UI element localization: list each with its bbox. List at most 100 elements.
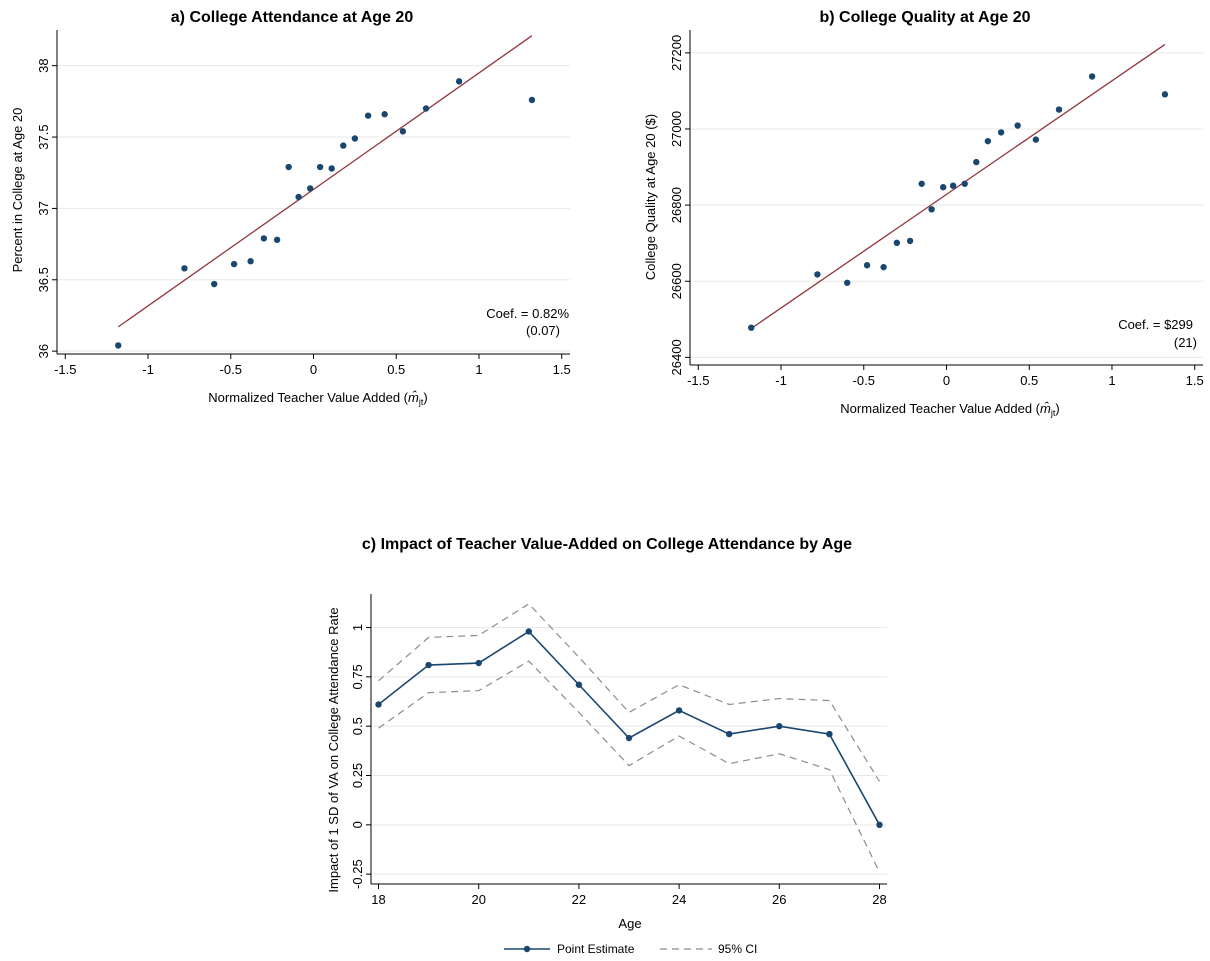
- panel-a-x-axis-label-text: Normalized Teacher Value Added (: [208, 390, 408, 405]
- fit-line: [117, 35, 533, 328]
- y-tick-label: 27000: [669, 111, 684, 147]
- panel-b-title: b) College Quality at Age 20: [819, 9, 1030, 26]
- scatter-point: [918, 180, 925, 187]
- y-tick-label: 38: [36, 58, 51, 72]
- legend-point-estimate-label: Point Estimate: [557, 942, 635, 956]
- y-tick-label: 36: [36, 344, 51, 358]
- legend-point-estimate-marker: [523, 945, 531, 953]
- y-tick-label: 26600: [669, 263, 684, 299]
- scatter-point: [381, 111, 388, 118]
- panel-b-x-axis-label-subscript: jt: [1050, 408, 1056, 418]
- panel-b-x-axis-label-symbol: m̂: [1040, 401, 1051, 416]
- panel-a-x-ticks: -1.5 -1 -0.5 0 0.5 1 1.5: [54, 354, 571, 377]
- scatter-point: [984, 137, 992, 145]
- x-tick-label: 22: [572, 892, 586, 907]
- panel-b-coefficient-label: Coef. = $299: [1118, 317, 1193, 332]
- scatter-point: [328, 165, 335, 172]
- x-tick-label: 0.5: [1020, 373, 1038, 388]
- scatter-point: [893, 239, 901, 247]
- panel-a-y-axis-label: Percent in College at Age 20: [10, 108, 25, 273]
- scatter-point: [181, 265, 188, 272]
- scatter-point: [260, 235, 268, 242]
- panel-b-x-axis-label: Normalized Teacher Value Added (m̂jt): [840, 401, 1059, 418]
- panel-b-x-axis-label-text: Normalized Teacher Value Added (: [840, 401, 1040, 416]
- scatter-point: [295, 193, 302, 201]
- panel-c: c) Impact of Teacher Value-Added on Coll…: [326, 536, 887, 956]
- point-estimate-marker: [425, 661, 432, 669]
- panel-c-series: [375, 603, 883, 873]
- panel-b-standard-error-label: (21): [1174, 335, 1197, 350]
- scatter-point: [340, 142, 347, 149]
- panel-b-x-axis-label-close: ): [1055, 401, 1059, 416]
- scatter-point: [928, 206, 935, 213]
- scatter-point: [906, 237, 914, 245]
- panel-c-axes: [370, 594, 887, 885]
- fit-line: [750, 43, 1166, 329]
- scatter-point: [1014, 122, 1021, 129]
- scatter-point: [273, 236, 281, 244]
- y-tick-label: 0.75: [350, 664, 365, 689]
- panel-c-x-ticks: 18 20 22 24 26 28: [371, 884, 887, 907]
- y-tick-label: 36.5: [36, 267, 51, 292]
- x-tick-label: 24: [672, 892, 686, 907]
- legend-point-estimate-key: [504, 945, 550, 953]
- panel-b-y-axis-label: College Quality at Age 20 ($): [643, 114, 658, 280]
- x-tick-label: 1: [475, 362, 482, 377]
- legend-ci-label: 95% CI: [718, 942, 757, 956]
- point-estimate-marker: [475, 659, 482, 667]
- x-tick-label: 20: [471, 892, 485, 907]
- point-estimate-marker: [525, 628, 533, 635]
- scatter-point: [399, 128, 407, 135]
- x-tick-label: 1.5: [1186, 373, 1204, 388]
- x-tick-label: -1.5: [54, 362, 76, 377]
- scatter-point: [863, 262, 871, 269]
- scatter-point: [306, 185, 314, 192]
- y-tick-label: 27200: [669, 35, 684, 71]
- x-tick-label: 0: [310, 362, 317, 377]
- panel-a-standard-error-label: (0.07): [526, 323, 560, 338]
- panel-a-x-axis-label-close: ): [423, 390, 427, 405]
- panel-b-y-ticks: 26400 26600 26800 27000 27200: [669, 35, 690, 375]
- scatter-point: [748, 324, 755, 331]
- panel-a-points: [115, 78, 536, 349]
- point-estimate-line: [378, 630, 881, 826]
- scatter-point: [211, 280, 218, 288]
- scatter-point: [880, 263, 887, 271]
- scatter-point: [844, 279, 851, 286]
- y-tick-label: 0: [350, 821, 365, 828]
- point-estimate-marker: [625, 734, 633, 742]
- x-tick-label: 0: [943, 373, 950, 388]
- panel-a-y-ticks: 36 36.5 37 37.5 38: [36, 58, 57, 358]
- scatter-point: [351, 135, 359, 142]
- point-estimate-marker: [826, 730, 833, 738]
- panel-c-legend: Point Estimate 95% CI: [504, 942, 757, 956]
- point-estimate-marker: [675, 707, 683, 714]
- scatter-point: [316, 163, 324, 171]
- y-tick-label: 26800: [669, 187, 684, 223]
- point-estimate-marker: [876, 821, 883, 829]
- panel-a-fit-line-group: [117, 35, 533, 328]
- x-tick-label: -1.5: [687, 373, 709, 388]
- scatter-point: [961, 180, 968, 187]
- panel-a-x-axis-label: Normalized Teacher Value Added (m̂jt): [208, 390, 427, 407]
- y-tick-label: -0.25: [350, 859, 365, 889]
- scatter-point: [455, 78, 463, 85]
- point-estimate-marker: [725, 730, 733, 738]
- y-tick-label: 0.25: [350, 763, 365, 788]
- panel-a-x-axis-label-symbol: m̂: [408, 390, 419, 405]
- scatter-point: [115, 342, 122, 349]
- panel-a-coefficient-label: Coef. = 0.82%: [486, 306, 569, 321]
- scatter-point: [997, 129, 1005, 136]
- scatter-point: [422, 105, 430, 112]
- point-estimate-marker: [575, 681, 583, 688]
- scatter-point: [1088, 73, 1096, 80]
- x-tick-label: 26: [772, 892, 786, 907]
- panel-c-y-axis-label: Impact of 1 SD of VA on College Attendan…: [326, 607, 341, 892]
- scatter-point: [1032, 136, 1040, 143]
- panel-b-axes: [689, 30, 1203, 366]
- panel-b-grid: [690, 52, 1203, 358]
- y-tick-label: 37.5: [36, 124, 51, 149]
- x-tick-label: -1: [142, 362, 154, 377]
- scatter-point: [1055, 106, 1063, 113]
- ci-bound-line: [378, 660, 881, 873]
